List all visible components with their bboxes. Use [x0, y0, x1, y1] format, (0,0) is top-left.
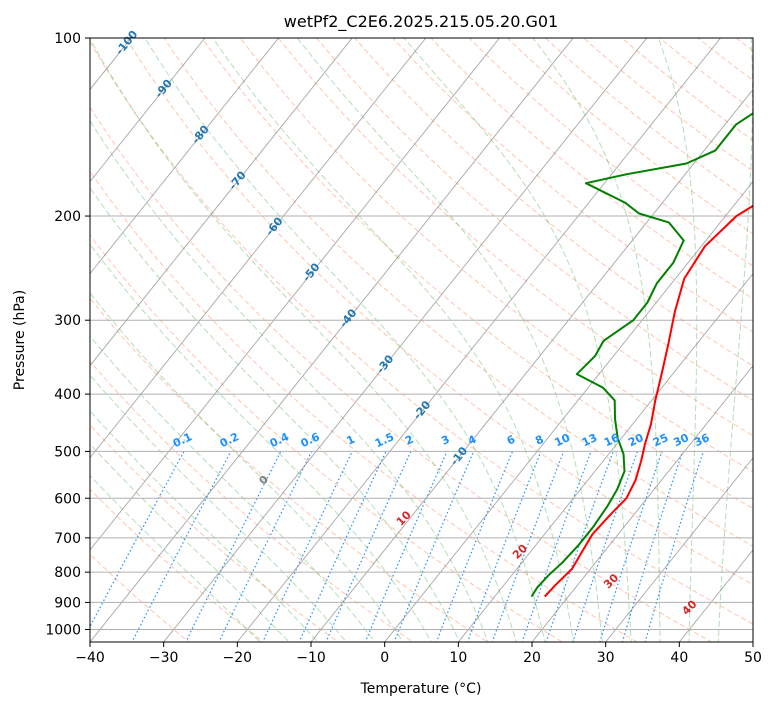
mixing-ratio-label: 30 — [671, 431, 691, 449]
plot-frame — [89, 37, 754, 643]
isotherm-line — [90, 38, 500, 551]
dry-adiabat — [90, 360, 414, 642]
y-tick-label: 100 — [54, 31, 81, 47]
y-tick-label: 500 — [54, 444, 81, 460]
y-tick-label: 700 — [54, 531, 81, 547]
x-tick-label: −10 — [296, 650, 326, 666]
x-tick-label: 0 — [380, 650, 389, 666]
axes: −40 −30 −20 −10 0 10 20 30 40 50 100 200 300 400 500 60… — [45, 31, 762, 666]
isotherm-line — [457, 272, 753, 642]
x-tick-label: 10 — [449, 650, 467, 666]
isotherm-line — [531, 365, 753, 642]
isotherm-line — [90, 38, 427, 459]
chart-title: wetPf2_C2E6.2025.215.05.20.G01 — [284, 12, 558, 32]
isotherm-line — [90, 38, 353, 367]
x-axis-label: Temperature (°C) — [360, 681, 482, 697]
dry-adiabat — [163, 38, 753, 547]
mixing-ratio-label: 25 — [651, 431, 670, 449]
mixing-ratio-label: 16 — [602, 431, 622, 449]
dry-adiabat — [430, 38, 753, 300]
y-tick-label: 1000 — [45, 622, 81, 638]
dewpoint-profile — [530, 112, 753, 598]
isotherm-line — [605, 457, 753, 642]
moist-adiabat — [212, 38, 575, 642]
y-tick-label: 300 — [54, 313, 81, 329]
x-tick-label: −20 — [223, 650, 253, 666]
isotherm-line — [90, 38, 574, 642]
y-tick-label: 900 — [54, 595, 81, 611]
dry-adiabat — [239, 38, 753, 473]
mixing-ratio-label: 10 — [553, 431, 573, 449]
isotherm-line — [384, 180, 753, 642]
y-tick-label: 200 — [54, 209, 81, 225]
dry-adiabat — [90, 40, 753, 625]
dry-adiabat — [90, 297, 489, 642]
mixing-ratio-label: 36 — [692, 431, 712, 449]
x-tick-label: 20 — [523, 650, 541, 666]
y-tick-label: 400 — [54, 387, 81, 403]
dry-adiabat — [90, 234, 564, 642]
y-axis-label: Pressure (hPa) — [12, 290, 28, 390]
x-tick-label: 40 — [670, 650, 688, 666]
temperature-profile — [543, 204, 753, 598]
dry-adiabat — [90, 553, 190, 642]
isotherm-line — [163, 38, 648, 642]
dry-adiabat — [90, 106, 713, 642]
isotherm-line — [90, 38, 279, 275]
profile-lines — [530, 112, 753, 598]
x-tick-label: −30 — [149, 650, 179, 666]
y-tick-label: 800 — [54, 565, 81, 581]
x-tick-label: 50 — [744, 650, 762, 666]
mixing-ratio-label: 20 — [626, 431, 646, 449]
dry-adiabat — [277, 38, 753, 437]
moist-adiabat — [90, 374, 347, 642]
x-tick-label: −40 — [75, 650, 105, 666]
moist-adiabat — [90, 443, 290, 642]
moist-adiabat — [90, 38, 518, 642]
isotherm-line — [236, 38, 721, 642]
dry-adiabat — [90, 424, 340, 642]
background-lines — [90, 38, 753, 642]
dry-adiabat — [90, 488, 265, 642]
dry-adiabat — [90, 170, 639, 642]
isotherm-line — [90, 38, 206, 183]
x-tick-label: 30 — [597, 650, 615, 666]
dry-adiabat — [125, 38, 753, 586]
y-tick-label: 600 — [54, 491, 81, 507]
isotherm-line — [310, 88, 753, 642]
mixing-ratio-label: 13 — [580, 431, 599, 449]
